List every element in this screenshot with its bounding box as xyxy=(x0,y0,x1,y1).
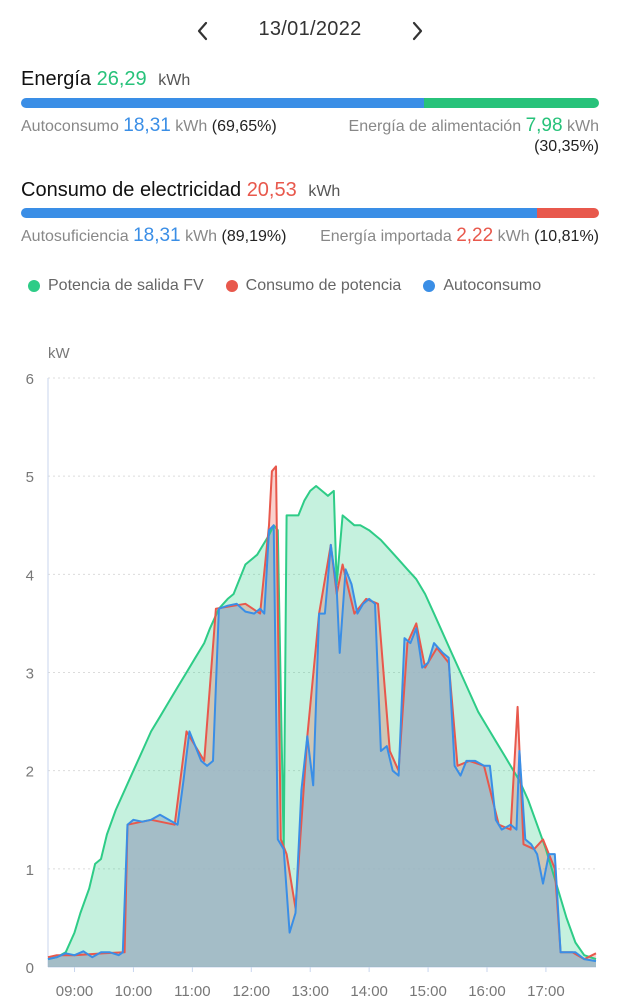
energy-title: Energía 26,29 kWh xyxy=(21,68,190,91)
imported-energy-unit: kWh xyxy=(497,228,530,245)
energy-unit: kWh xyxy=(158,72,191,89)
x-tick-label: 15:00 xyxy=(409,983,447,1000)
self-consumption-label: Autoconsumo xyxy=(21,118,119,135)
legend-label: Potencia de salida FV xyxy=(48,277,204,294)
legend-item-self-consumption[interactable]: Autoconsumo xyxy=(423,277,541,295)
self-consumption-value: 18,31 xyxy=(123,115,171,136)
y-tick-label: 0 xyxy=(26,960,34,977)
imported-energy-value: 2,22 xyxy=(456,225,494,246)
power-chart[interactable]: 0 1 2 3 4 5 6 09:00 10:00 11:00 12:00 13:00 14:00 15… xyxy=(0,330,620,1000)
energy-bar-feed-segment xyxy=(423,98,599,108)
self-sufficiency-pct: (89,19%) xyxy=(221,228,287,245)
consumption-bar-self-segment xyxy=(21,208,537,218)
y-tick-label: 3 xyxy=(26,666,34,683)
x-tick-label: 11:00 xyxy=(174,983,210,1000)
y-tick-label: 6 xyxy=(26,371,34,388)
chevron-left-icon xyxy=(197,21,208,41)
y-tick-label: 4 xyxy=(26,567,34,584)
imported-energy-label: Energía importada xyxy=(320,228,452,245)
x-tick-label: 12:00 xyxy=(233,983,271,1000)
y-tick-label: 2 xyxy=(26,764,34,781)
self-sufficiency-unit: kWh xyxy=(185,228,218,245)
x-tick-label: 13:00 xyxy=(291,983,329,1000)
y-axis-unit-label: kW xyxy=(48,345,71,362)
self-consumption-unit: kWh xyxy=(175,118,208,135)
legend-dot-icon xyxy=(423,280,436,292)
date-label[interactable]: 13/01/2022 xyxy=(258,18,362,40)
self-consumption-pct: (69,65%) xyxy=(211,118,277,135)
line-pv-output xyxy=(47,485,597,961)
energy-value: 26,29 xyxy=(96,68,147,90)
self-consumption-stat: Autoconsumo 18,31 kWh (69,65%) xyxy=(21,115,277,137)
feed-in-value: 7,98 xyxy=(525,115,563,136)
x-tick-label: 14:00 xyxy=(350,983,388,1000)
x-tick-label: 09:00 xyxy=(56,983,94,1000)
feed-in-stat: Energía de alimentación 7,98 kWh xyxy=(349,115,599,137)
consumption-bar xyxy=(21,208,599,218)
consumption-bar-import-segment xyxy=(536,208,599,218)
y-tick-label: 1 xyxy=(26,862,34,879)
feed-in-pct: (30,35%) xyxy=(534,138,599,155)
energy-bar-self-segment xyxy=(21,98,424,108)
imported-energy-stat: Energía importada 2,22 kWh (10,81%) xyxy=(320,225,599,247)
legend-dot-icon xyxy=(225,280,238,292)
legend-item-pv-output[interactable]: Potencia de salida FV xyxy=(28,277,204,295)
consumption-label: Consumo de electricidad xyxy=(21,179,242,201)
legend-item-power-consumption[interactable]: Consumo de potencia xyxy=(225,277,402,295)
consumption-title: Consumo de electricidad 20,53 kWh xyxy=(21,179,340,202)
line-power-consumption xyxy=(47,465,597,961)
y-tick-label: 5 xyxy=(26,469,34,486)
x-tick-label: 10:00 xyxy=(115,983,153,1000)
line-self-consumption xyxy=(47,524,597,963)
legend-label: Autoconsumo xyxy=(443,277,542,294)
chart-legend: Potencia de salida FV Consumo de potenci… xyxy=(28,277,541,295)
x-tick-label: 16:00 xyxy=(468,983,506,1000)
self-sufficiency-label: Autosuficiencia xyxy=(21,228,129,245)
imported-energy-pct: (10,81%) xyxy=(534,228,599,245)
x-tick-label: 17:00 xyxy=(527,983,565,1000)
self-sufficiency-value: 18,31 xyxy=(133,225,181,246)
chevron-right-icon xyxy=(412,21,423,41)
energy-bar xyxy=(21,98,599,108)
feed-in-unit: kWh xyxy=(567,118,599,135)
consumption-unit: kWh xyxy=(308,183,341,200)
prev-day-button[interactable] xyxy=(188,14,218,48)
area-self-consumption xyxy=(48,525,596,967)
feed-in-label: Energía de alimentación xyxy=(348,118,522,135)
consumption-value: 20,53 xyxy=(246,179,297,201)
self-sufficiency-stat: Autosuficiencia 18,31 kWh (89,19%) xyxy=(21,225,286,247)
legend-dot-icon xyxy=(28,280,40,292)
energy-label: Energía xyxy=(21,68,92,90)
next-day-button[interactable] xyxy=(402,14,432,48)
legend-label: Consumo de potencia xyxy=(245,277,402,294)
